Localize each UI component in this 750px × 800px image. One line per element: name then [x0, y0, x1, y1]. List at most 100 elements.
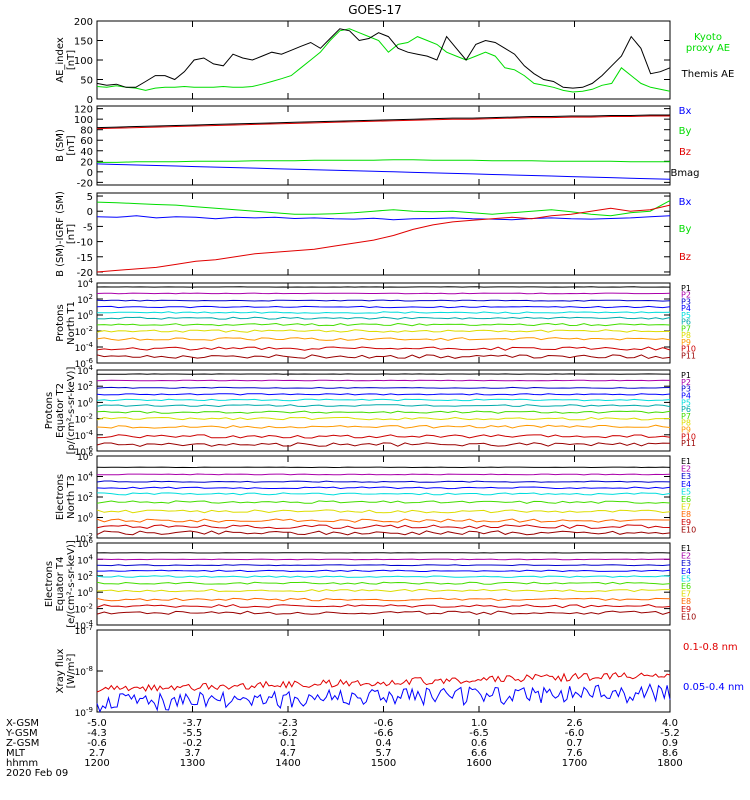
x-axis-row-label: hhmm	[6, 758, 38, 769]
legend-entry: E10	[681, 525, 696, 534]
y-axis-label: B (SM)-IGRF (SM)[nT]	[55, 191, 77, 277]
x-axis-value: -6.5	[469, 728, 489, 739]
legend-entry: P10	[681, 432, 696, 441]
x-axis-value: 2.6	[567, 718, 583, 729]
y-tick-label: 102	[77, 491, 93, 504]
series-line	[96, 115, 670, 130]
legend-entry: Bz	[679, 252, 691, 263]
series-line	[96, 204, 671, 273]
series-line	[96, 509, 671, 514]
series-line	[96, 410, 671, 414]
y-tick-label: 104	[77, 553, 93, 566]
legend-entry: 0.1-0.8 nm	[683, 642, 738, 653]
x-axis-row-label: MLT	[6, 748, 26, 759]
x-axis-value: -6.0	[565, 728, 585, 739]
legend-entry: E2	[681, 552, 691, 561]
legend-entry: P7	[681, 324, 691, 333]
x-axis-value: 6.6	[471, 748, 487, 759]
series-line	[96, 558, 671, 561]
legend-entry: P9	[681, 338, 691, 347]
series-line	[96, 518, 670, 523]
y-tick-label: 10-4	[75, 619, 94, 632]
y-tick-label: -20	[77, 178, 93, 189]
legend-entry: P6	[681, 405, 691, 414]
series-line	[96, 480, 671, 483]
legend-entry: E5	[681, 487, 691, 496]
series-line	[96, 28, 671, 89]
legend-entry: E5	[681, 574, 691, 583]
legend-entry: P5	[681, 311, 691, 320]
y-tick-label: 10-2	[75, 325, 93, 338]
legend-entry: E7	[681, 590, 691, 599]
x-axis-value: 0.7	[567, 738, 583, 749]
x-axis-value: 0.6	[471, 738, 487, 749]
legend-entry: 0.05-0.4 nm	[683, 682, 744, 693]
x-axis-value: -4.3	[87, 728, 107, 739]
series-line	[96, 215, 671, 221]
panel-3: 5 0 -5 -10 -15 -20B (SM)-IGRF (SM)[nT] Bx By Bz	[55, 191, 691, 279]
x-axis-row-label: X-GSM	[6, 718, 39, 729]
legend-entry: E6	[681, 495, 691, 504]
legend-entry: Bx	[679, 197, 692, 208]
legend-entry: P2	[681, 291, 691, 300]
legend-entry: P8	[681, 419, 691, 428]
series-line	[96, 299, 671, 302]
x-axis-value: 4.0	[662, 718, 678, 729]
x-axis-value: -0.2	[183, 738, 203, 749]
legend-entry: E8	[681, 510, 691, 519]
x-axis-value: 4.7	[280, 748, 296, 759]
x-axis-value: 1700	[562, 758, 587, 769]
y-tick-label: 100	[77, 309, 93, 322]
y-tick-label: -20	[77, 268, 93, 279]
series-line	[96, 404, 671, 408]
x-axis-value: 7.6	[567, 748, 583, 759]
x-axis-value: 0.4	[376, 738, 392, 749]
legend-entry: E4	[681, 567, 691, 576]
y-tick-label: 10-8	[75, 665, 93, 678]
y-tick-label: 100	[77, 512, 93, 525]
legend-entry: P5	[681, 398, 691, 407]
x-axis-row-label: Y-GSM	[5, 728, 38, 739]
series-line	[96, 398, 671, 402]
y-tick-label: 100	[74, 56, 93, 67]
series-line	[96, 305, 671, 309]
x-axis-row-label: Z-GSM	[6, 738, 39, 749]
series-line	[96, 564, 671, 567]
legend-entry: P2	[681, 378, 691, 387]
legend-entry: E2	[681, 465, 691, 474]
y-tick-label: -5	[83, 222, 93, 233]
x-axis-value: -0.6	[374, 718, 394, 729]
x-axis-value: 1400	[275, 758, 300, 769]
legend-entry: P8	[681, 331, 691, 340]
y-tick-label: -10	[77, 238, 93, 249]
y-tick-label: 102	[77, 570, 93, 583]
series-line	[96, 393, 671, 396]
x-axis-value: 0.1	[280, 738, 296, 749]
series-line	[96, 434, 671, 439]
legend-entry: P4	[681, 391, 691, 400]
x-axis-value: 0.9	[662, 738, 678, 749]
series-line	[96, 575, 671, 578]
series-line	[96, 346, 671, 351]
series-line	[96, 581, 671, 585]
series-line	[96, 379, 671, 382]
y-tick-label: 10-7	[75, 624, 93, 637]
series-line	[96, 604, 671, 609]
series-line	[96, 337, 671, 341]
x-axis-value: 1500	[371, 758, 396, 769]
series-line	[96, 322, 671, 327]
series-line	[96, 386, 671, 389]
y-tick-label: 10-6	[75, 357, 94, 370]
y-tick-label: 10-2	[75, 532, 93, 545]
y-tick-label: 100	[77, 586, 93, 599]
series-line	[96, 316, 671, 320]
x-axis-value: -6.6	[374, 728, 394, 739]
x-axis-value: -6.2	[278, 728, 298, 739]
series-line	[96, 28, 671, 93]
legend-entry: P7	[681, 412, 691, 421]
date-label: 2020 Feb 09	[6, 768, 68, 779]
legend-entry: E9	[681, 518, 691, 527]
